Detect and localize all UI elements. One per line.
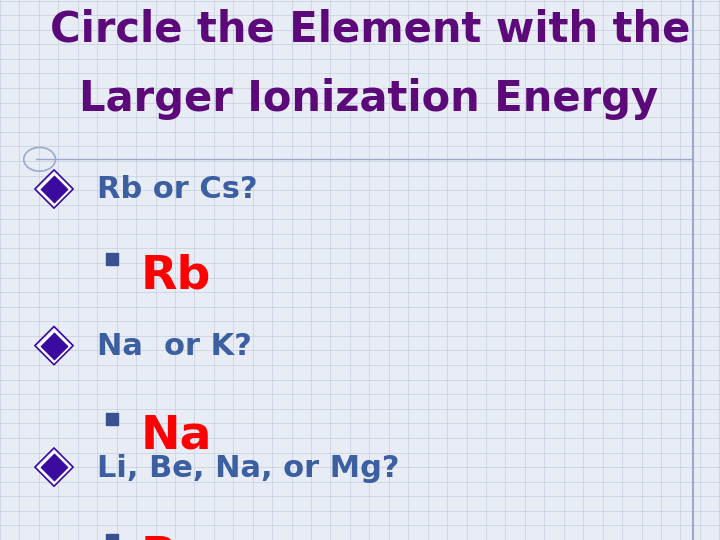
Point [48, 341, 60, 350]
Point [48, 463, 60, 471]
Text: Li, Be, Na, or Mg?: Li, Be, Na, or Mg? [97, 454, 400, 483]
Point [48, 463, 60, 471]
Text: Larger Ionization Energy: Larger Ionization Energy [50, 78, 659, 120]
Point [48, 341, 60, 350]
Text: Na: Na [140, 413, 212, 458]
Point [48, 341, 60, 350]
Text: Be: Be [140, 535, 209, 540]
Point [106, 414, 117, 423]
Point [48, 185, 60, 193]
Text: Na  or K?: Na or K? [97, 332, 252, 361]
Point [48, 341, 60, 350]
Point [48, 185, 60, 193]
Point [48, 185, 60, 193]
Point [106, 536, 117, 540]
Point [48, 185, 60, 193]
Text: Rb: Rb [140, 254, 211, 299]
Text: Circle the Element with the: Circle the Element with the [50, 8, 690, 50]
Point [48, 463, 60, 471]
Point [48, 463, 60, 471]
Text: Rb or Cs?: Rb or Cs? [97, 176, 258, 205]
Point [106, 255, 117, 264]
